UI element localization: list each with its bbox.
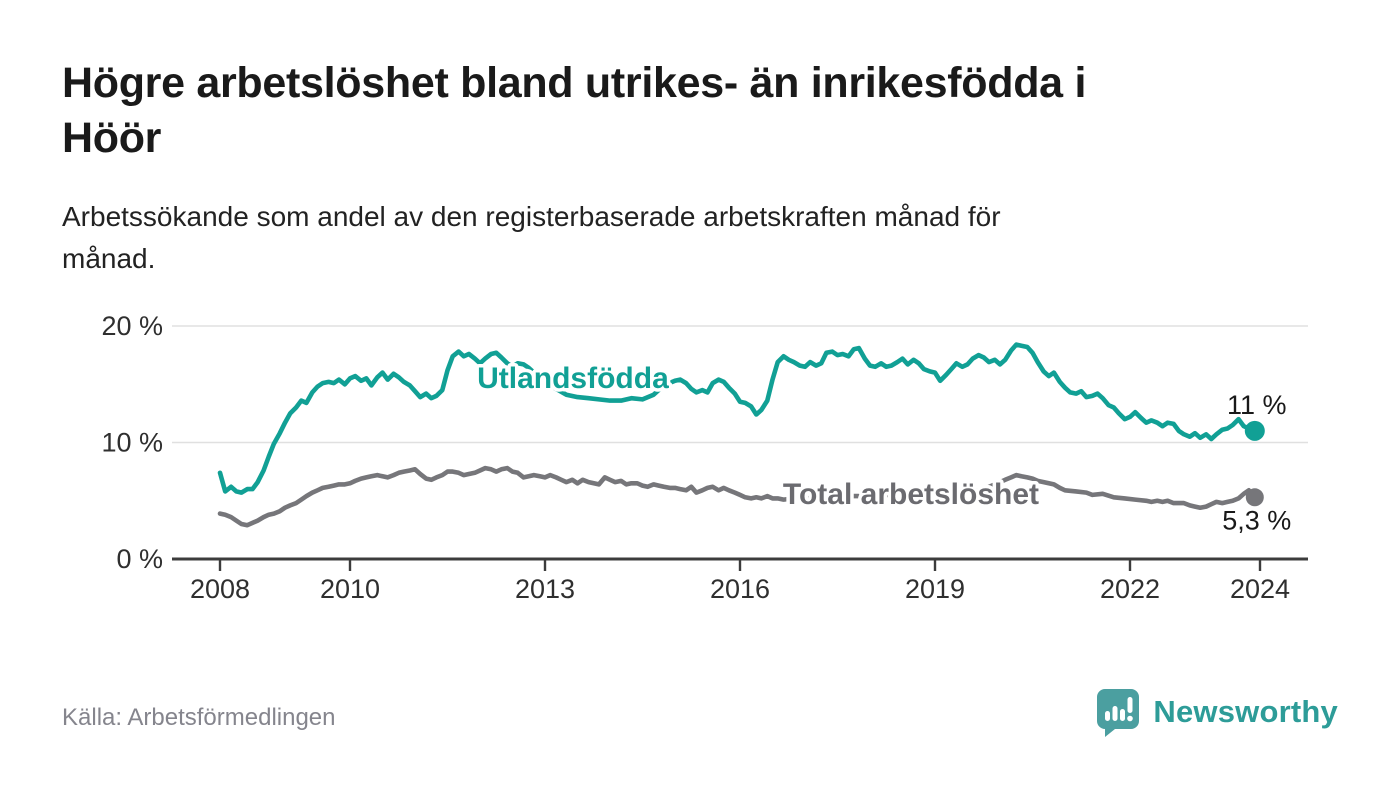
chart-subtitle: Arbetssökande som andel av den registerb…: [62, 196, 1302, 280]
x-axis-tick-label: 2016: [710, 574, 770, 604]
page-title: Högre arbetslöshet bland utrikes- än inr…: [62, 56, 1352, 166]
y-axis-tick-label: 0 %: [116, 544, 163, 574]
newsworthy-logo: Newsworthy: [1095, 686, 1338, 738]
series-endpoint-dot-utlandsfodda: [1244, 420, 1265, 441]
chart-subtitle-line2: månad.: [62, 243, 156, 274]
x-axis-tick-label: 2019: [905, 574, 965, 604]
x-axis-tick-label: 2024: [1230, 574, 1290, 604]
y-axis-tick-label: 20 %: [101, 311, 163, 341]
series-label-utlandsfodda: Utlandsfödda: [477, 362, 669, 395]
x-axis-tick-label: 2022: [1100, 574, 1160, 604]
series-endpoint-dot-total: [1245, 488, 1264, 507]
page-title-line1: Högre arbetslöshet bland utrikes- än inr…: [62, 59, 1087, 107]
x-axis-tick-label: 2010: [320, 574, 380, 604]
x-axis-tick-label: 2008: [190, 574, 250, 604]
newsworthy-wordmark: Newsworthy: [1153, 694, 1338, 729]
end-value-label-utlandsfodda: 11 %: [1227, 390, 1287, 420]
series-line-utlandsfodda: [217, 342, 1258, 495]
newsworthy-logo-icon: [1097, 689, 1140, 737]
series-label-total: Total arbetslöshet: [783, 478, 1039, 511]
series-line-total: [217, 465, 1258, 528]
page-title-line2: Höör: [62, 114, 162, 162]
source-note: Källa: Arbetsförmedlingen: [62, 704, 336, 731]
chart-subtitle-line1: Arbetssökande som andel av den registerb…: [62, 201, 1001, 232]
end-value-label-total: 5,3 %: [1222, 505, 1291, 535]
y-axis-tick-label: 10 %: [101, 428, 163, 458]
x-axis-tick-label: 2013: [515, 574, 575, 604]
